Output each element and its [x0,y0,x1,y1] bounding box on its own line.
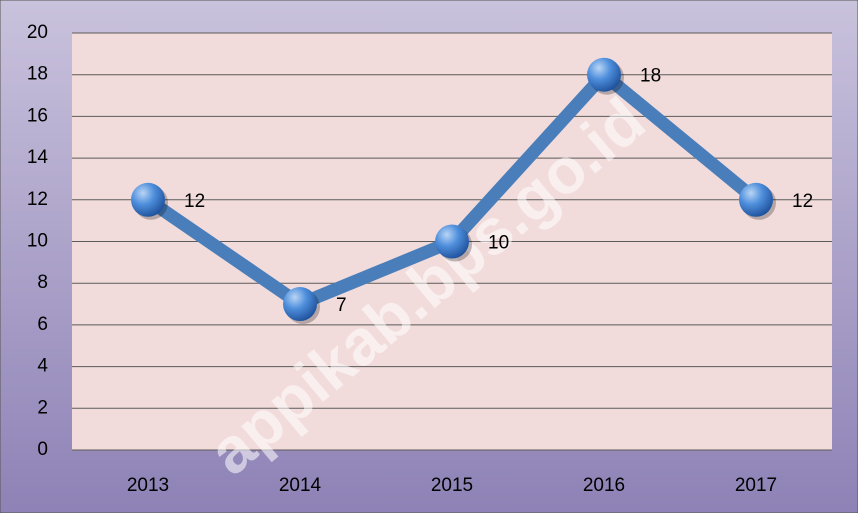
x-tick-label: 2016 [583,475,625,496]
marker [739,182,773,217]
y-tick-label: 10 [27,231,48,252]
y-tick-label: 8 [37,272,48,293]
marker [283,287,317,322]
y-tick-label: 14 [27,147,49,168]
marker [435,224,469,259]
data-label: 12 [792,191,813,212]
data-label: 10 [488,233,509,254]
y-tick-label: 0 [37,439,48,460]
y-tick-label: 2 [37,397,48,418]
y-tick-label: 20 [27,22,48,43]
y-tick-label: 4 [37,356,48,377]
y-tick-label: 16 [27,105,48,126]
data-label: 18 [640,66,661,87]
y-tick-label: 6 [37,314,48,335]
marker [131,182,165,217]
y-tick-label: 18 [27,64,48,85]
x-tick-label: 2015 [431,475,473,496]
x-tick-label: 2017 [735,475,777,496]
x-tick-label: 2013 [127,475,169,496]
x-tick-label: 2014 [279,475,322,496]
data-label: 12 [184,191,205,212]
y-tick-label: 12 [27,189,48,210]
data-label: 7 [336,295,347,316]
marker [587,57,621,92]
